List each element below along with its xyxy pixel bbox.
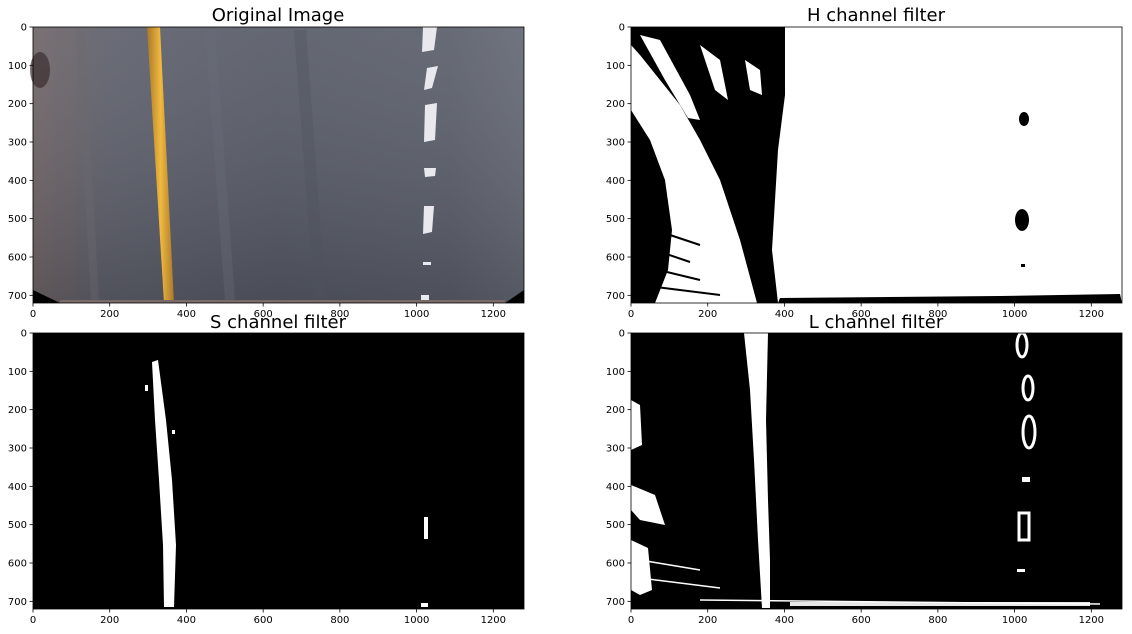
x-tick-label: 1200 bbox=[481, 615, 506, 626]
panel-title: S channel filter bbox=[210, 312, 347, 333]
y-tick-label: 400 bbox=[606, 176, 625, 187]
y-tick-label: 500 bbox=[606, 520, 625, 531]
s-mask-image bbox=[33, 333, 524, 609]
y-tick-label: 300 bbox=[8, 444, 27, 455]
x-tick-label: 800 bbox=[330, 309, 349, 320]
y-tick-label: 300 bbox=[8, 138, 27, 149]
x-tick-label: 0 bbox=[30, 615, 36, 626]
y-tick-label: 400 bbox=[8, 482, 27, 493]
y-tick-label: 0 bbox=[21, 329, 27, 340]
y-tick-label: 700 bbox=[606, 291, 625, 302]
y-tick-label: 500 bbox=[8, 214, 27, 225]
axes-layer: 0 200 400 600 800 1000 12000100200300400500600… bbox=[8, 23, 1104, 627]
y-tick-label: 100 bbox=[606, 61, 625, 72]
panel-title: H channel filter bbox=[807, 5, 946, 26]
y-tick-label: 500 bbox=[8, 520, 27, 531]
y-tick-label: 300 bbox=[606, 138, 625, 149]
panel-l-channel: L channel filter bbox=[630, 312, 1123, 610]
x-tick-label: 800 bbox=[330, 615, 349, 626]
x-tick-label: 800 bbox=[928, 615, 947, 626]
x-tick-label: 200 bbox=[698, 615, 717, 626]
x-tick-label: 1000 bbox=[1002, 615, 1027, 626]
y-tick-label: 200 bbox=[8, 99, 27, 110]
x-tick-label: 600 bbox=[852, 615, 871, 626]
x-tick-label: 200 bbox=[698, 309, 717, 320]
y-tick-label: 400 bbox=[8, 176, 27, 187]
x-tick-label: 1200 bbox=[481, 309, 506, 320]
panel-title: L channel filter bbox=[809, 312, 944, 333]
yellow-lane-line bbox=[147, 27, 174, 303]
y-tick-label: 100 bbox=[8, 367, 27, 378]
y-tick-label: 700 bbox=[8, 597, 27, 608]
x-tick-label: 1200 bbox=[1079, 309, 1104, 320]
y-tick-label: 700 bbox=[8, 291, 27, 302]
y-tick-label: 600 bbox=[8, 253, 27, 264]
y-tick-label: 0 bbox=[619, 23, 625, 34]
x-tick-label: 1000 bbox=[1002, 309, 1027, 320]
x-tick-label: 0 bbox=[628, 615, 634, 626]
x-tick-label: 400 bbox=[177, 309, 196, 320]
x-tick-label: 200 bbox=[100, 615, 119, 626]
x-tick-label: 600 bbox=[254, 615, 273, 626]
x-tick-label: 400 bbox=[177, 615, 196, 626]
y-tick-label: 400 bbox=[606, 482, 625, 493]
h-mask-image bbox=[631, 27, 1122, 303]
y-tick-label: 600 bbox=[606, 559, 625, 570]
y-tick-label: 200 bbox=[606, 405, 625, 416]
panel-title: Original Image bbox=[212, 5, 345, 26]
panel-h-channel: H channel filter bbox=[630, 5, 1123, 304]
y-tick-label: 700 bbox=[606, 597, 625, 608]
x-tick-label: 800 bbox=[928, 309, 947, 320]
x-tick-label: 1000 bbox=[404, 615, 429, 626]
panel-original: Original Image bbox=[30, 5, 525, 304]
x-tick-label: 1200 bbox=[1079, 615, 1104, 626]
y-tick-label: 0 bbox=[619, 329, 625, 340]
x-tick-label: 600 bbox=[254, 309, 273, 320]
l-mask-image bbox=[631, 331, 1122, 609]
y-tick-label: 500 bbox=[606, 214, 625, 225]
x-tick-label: 200 bbox=[100, 309, 119, 320]
y-tick-label: 0 bbox=[21, 23, 27, 34]
x-tick-label: 600 bbox=[852, 309, 871, 320]
y-tick-label: 200 bbox=[606, 99, 625, 110]
panel-s-channel: S channel filter bbox=[32, 312, 525, 610]
x-tick-label: 1000 bbox=[404, 309, 429, 320]
x-tick-label: 0 bbox=[628, 309, 634, 320]
white-lane-dashes bbox=[421, 27, 438, 301]
y-tick-label: 600 bbox=[8, 559, 27, 570]
y-tick-label: 200 bbox=[8, 405, 27, 416]
x-tick-label: 0 bbox=[30, 309, 36, 320]
y-tick-label: 100 bbox=[606, 367, 625, 378]
y-tick-label: 100 bbox=[8, 61, 27, 72]
x-tick-label: 400 bbox=[775, 309, 794, 320]
y-tick-label: 600 bbox=[606, 253, 625, 264]
y-tick-label: 300 bbox=[606, 444, 625, 455]
road-photo bbox=[30, 27, 524, 303]
x-tick-label: 400 bbox=[775, 615, 794, 626]
